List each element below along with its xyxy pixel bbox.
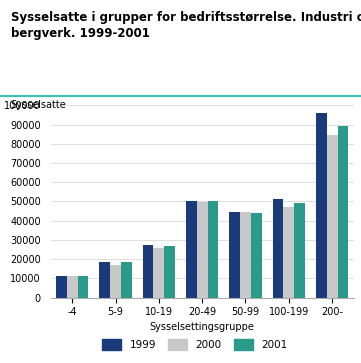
Bar <box>273 199 283 298</box>
Bar <box>143 245 153 298</box>
Bar <box>186 201 197 298</box>
Bar <box>99 262 110 298</box>
Text: Sysselsatte i grupper for bedriftsstørrelse. Industri og
bergverk. 1999-2001: Sysselsatte i grupper for bedriftsstørre… <box>11 11 361 40</box>
Bar <box>327 135 338 298</box>
Bar <box>56 277 67 298</box>
Bar <box>121 262 132 298</box>
Bar <box>294 203 305 298</box>
Bar <box>164 246 175 298</box>
Bar <box>153 248 164 298</box>
Bar <box>208 200 218 298</box>
Bar <box>316 113 327 298</box>
X-axis label: Sysselsettingsgruppe: Sysselsettingsgruppe <box>150 322 255 331</box>
Bar <box>67 276 78 298</box>
Bar <box>110 265 121 298</box>
Bar <box>78 276 88 298</box>
Legend: 1999, 2000, 2001: 1999, 2000, 2001 <box>98 335 292 354</box>
Bar <box>338 126 348 298</box>
Bar <box>197 203 208 298</box>
Text: Sysselsatte: Sysselsatte <box>11 100 66 110</box>
Bar <box>240 212 251 298</box>
Bar <box>251 213 262 298</box>
Bar <box>229 212 240 298</box>
Bar <box>283 207 294 298</box>
